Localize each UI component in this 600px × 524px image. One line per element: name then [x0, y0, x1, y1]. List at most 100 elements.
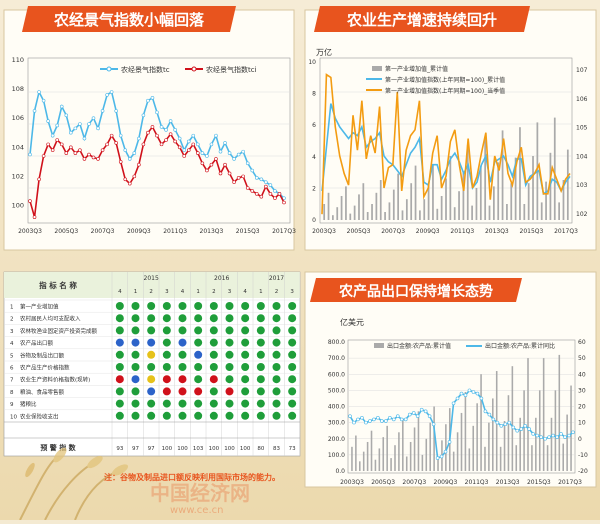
- chart-1-tci-point: [28, 199, 32, 203]
- signal-light: [225, 387, 234, 396]
- signal-light: [209, 302, 218, 310]
- signal-light: [256, 387, 265, 396]
- signal-light: [147, 338, 156, 347]
- table-row-number: 7: [10, 378, 14, 384]
- panel-2-title-banner: 农业生产增速持续回升: [314, 6, 530, 32]
- chart-2-right-y-tick: 103: [576, 182, 588, 189]
- chart-1-tc-point: [82, 136, 87, 141]
- signal-light: [225, 350, 234, 359]
- signal-light: [131, 326, 140, 335]
- wheat-illustration: [19, 447, 129, 521]
- signal-light: [241, 314, 250, 323]
- chart-1-tci-point: [64, 151, 69, 155]
- chart-1-tc-point: [91, 116, 96, 120]
- chart-3-x-tick: 2015Q3: [527, 479, 551, 486]
- signal-light: [241, 387, 250, 396]
- chart-2-right-y-tick: 104: [576, 153, 588, 160]
- chart-3-yoy-point: [479, 396, 484, 401]
- chart-2-bar: [379, 180, 382, 220]
- chart-1-tci-point: [173, 139, 177, 144]
- chart-3-bar: [370, 430, 373, 471]
- chart-2-right-y-tick: 102: [576, 211, 588, 218]
- table-footer-value: 100: [224, 446, 235, 452]
- signal-light: [194, 338, 203, 347]
- chart-3-legend-bar: 出口金额:农产品:累计值: [387, 342, 451, 350]
- signal-light: [178, 350, 187, 359]
- chart-2-left-y-tick: 6: [312, 122, 316, 129]
- signal-light: [288, 411, 297, 420]
- chart-3-bar: [358, 461, 361, 471]
- chart-1-tci-point: [132, 174, 137, 179]
- chart-1-tc-point: [96, 126, 100, 131]
- signal-light: [288, 375, 297, 384]
- chart-3-bar: [535, 417, 537, 471]
- signal-light: [131, 375, 140, 384]
- table-footer-value: 100: [177, 446, 188, 452]
- chart-3-yoy-point: [447, 440, 452, 444]
- signal-light: [272, 399, 281, 408]
- chart-3-yoy-point: [423, 409, 428, 414]
- chart-1-tc-point: [245, 161, 250, 166]
- table-row-number: 3: [10, 329, 14, 335]
- chart-1-tc-point: [73, 126, 78, 131]
- signal-light: [115, 387, 124, 396]
- chart-3-yoy-point: [495, 420, 500, 425]
- signal-light: [209, 350, 218, 359]
- chart-2-bar: [384, 212, 386, 220]
- chart-3-bar: [542, 358, 545, 471]
- chart-1-tc-point: [218, 149, 223, 154]
- chart-2-legend-bar: 第一产业增加值_累计值: [385, 65, 448, 73]
- chart-3-yoy-point: [352, 420, 356, 425]
- chart-3-bar: [468, 448, 471, 471]
- signal-light: [162, 338, 171, 347]
- signal-light: [225, 399, 234, 408]
- table-quarter: 1: [259, 289, 263, 295]
- chart-1-tc-point: [159, 125, 164, 129]
- signal-light: [147, 399, 156, 408]
- chart-2-plot-area: [319, 57, 573, 224]
- signal-light: [256, 338, 265, 347]
- chart-1-tci-point: [259, 194, 264, 199]
- chart-1-tci-point: [182, 154, 187, 158]
- table-row-name: 农业生产资料价格指数(现转): [20, 376, 90, 384]
- signal-light: [178, 338, 187, 347]
- table-year: 2017: [269, 275, 284, 282]
- chart-3-bar: [362, 451, 365, 471]
- table-header-bg: [4, 272, 300, 298]
- chart-1-tc-point: [205, 154, 209, 158]
- chart-3-yoy-point: [559, 432, 563, 436]
- chart-3-bar: [433, 406, 435, 471]
- chart-2-bar: [423, 199, 426, 220]
- chart-2-bar: [449, 156, 452, 220]
- chart-2-left-y-tick: 10: [308, 59, 316, 66]
- signal-light: [209, 338, 218, 347]
- chart-2-q-line: [321, 73, 571, 215]
- signal-light: [194, 363, 203, 371]
- table-footer-value: 83: [273, 446, 280, 452]
- chart-3-bar: [374, 459, 377, 471]
- chart-1-tc-point: [64, 113, 69, 118]
- chart-3-bar: [429, 422, 431, 471]
- table-footer-value: 100: [209, 446, 220, 452]
- chart-3-right-y-tick: -20: [578, 468, 588, 475]
- signal-light: [131, 350, 140, 359]
- chart-1-y-tick: 108: [12, 85, 24, 93]
- chart-1-tci-point: [227, 171, 232, 176]
- chart-3-bar: [480, 374, 482, 471]
- chart-1-tc-point: [55, 123, 60, 128]
- chart-2-bar: [353, 205, 356, 220]
- table-quarter: 4: [181, 289, 185, 295]
- signal-light: [194, 326, 203, 335]
- chart-3-bar: [562, 443, 565, 471]
- signal-light: [225, 411, 234, 420]
- table-row-number: 9: [10, 402, 14, 408]
- signal-light: [256, 363, 265, 371]
- chart-3-yoy-point: [407, 412, 412, 417]
- signal-light: [272, 350, 281, 359]
- chart-3-left-y-tick: 600.0: [328, 371, 345, 378]
- signal-light: [147, 350, 156, 359]
- chart-3-left-y-tick: 800.0: [328, 339, 345, 346]
- chart-3-unit: 亿美元: [340, 317, 364, 327]
- signal-light: [209, 387, 218, 396]
- chart-3-yoy-point: [475, 391, 480, 396]
